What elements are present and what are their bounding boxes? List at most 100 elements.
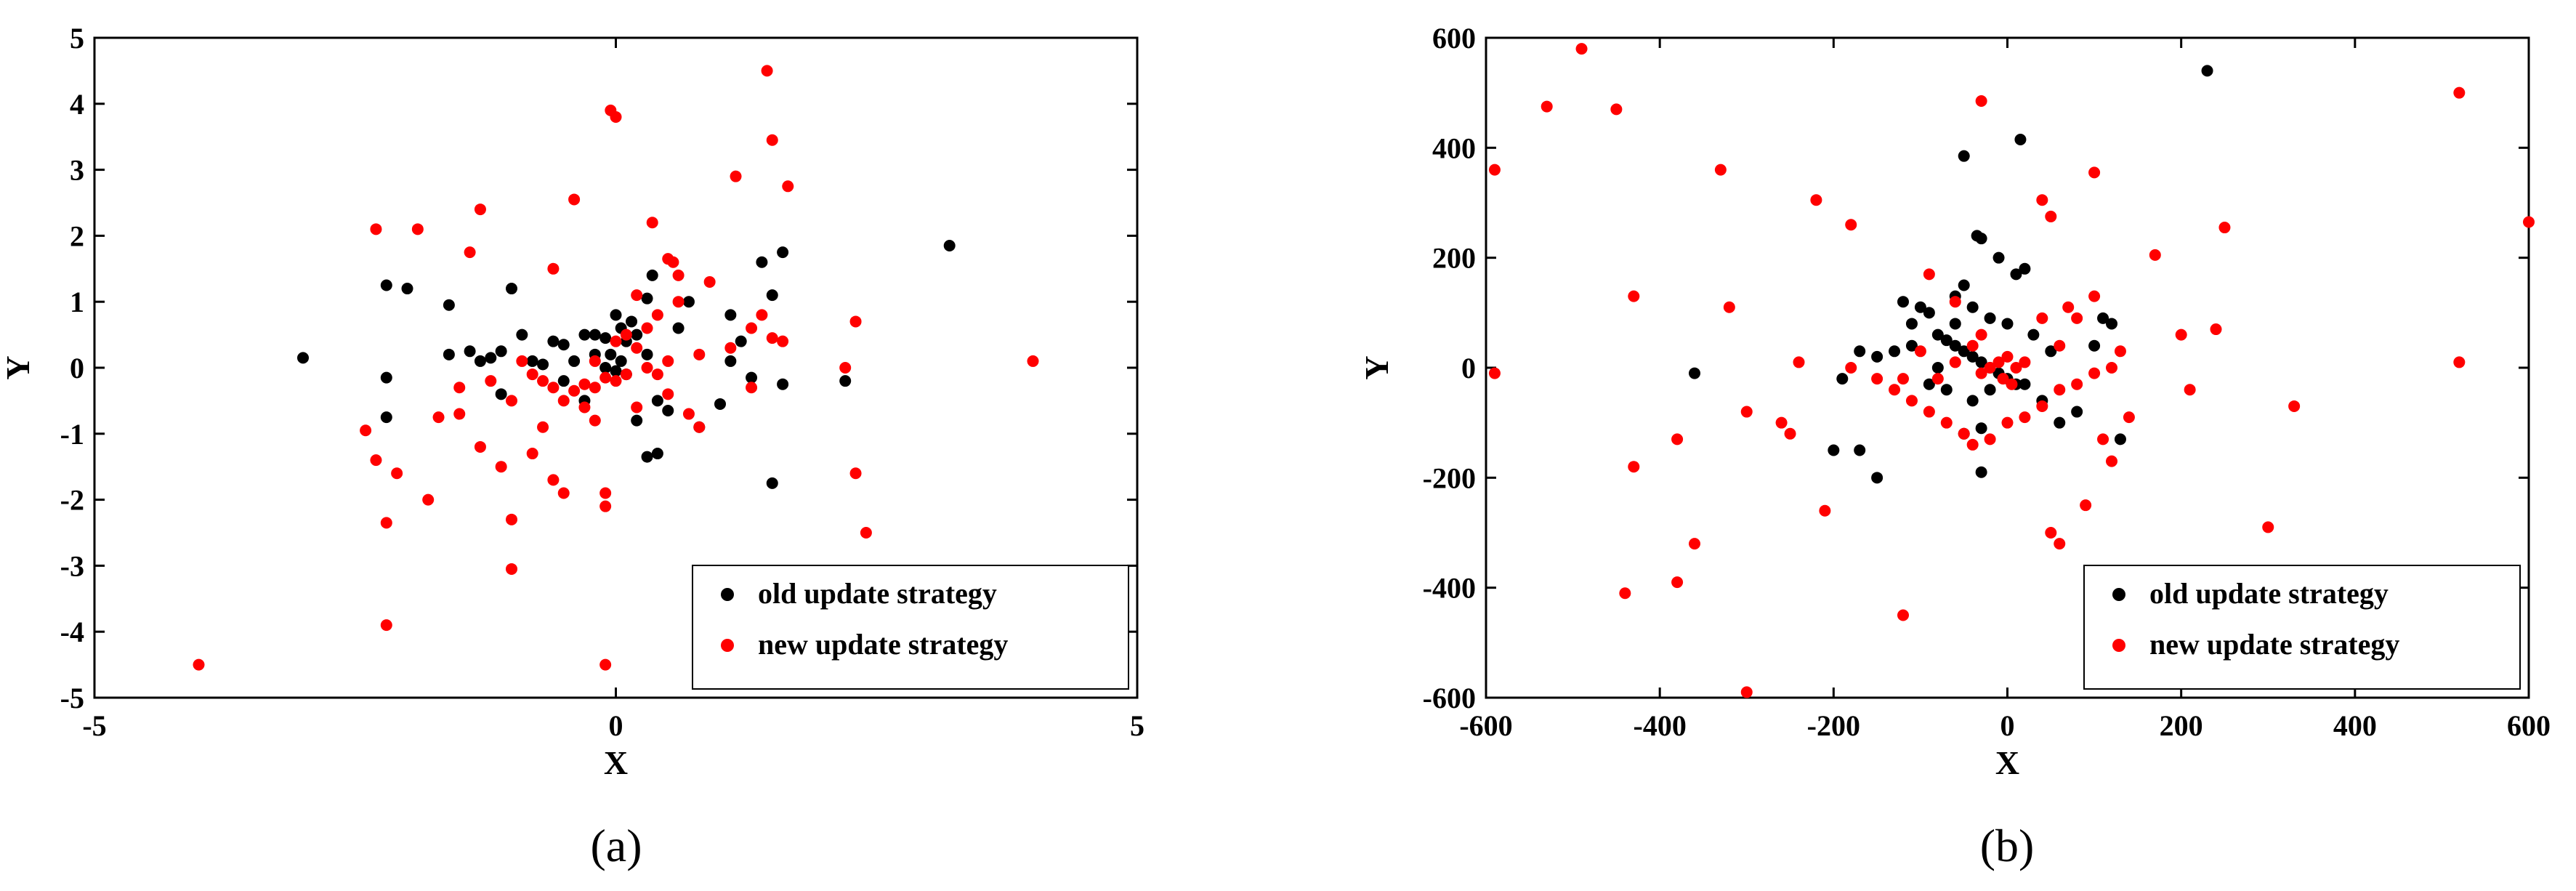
data-point — [2014, 133, 2027, 145]
data-point — [1923, 307, 1935, 319]
data-point — [495, 345, 507, 358]
legend-marker — [721, 639, 734, 652]
data-point — [557, 487, 570, 499]
data-point — [464, 246, 476, 259]
data-point — [646, 217, 658, 229]
data-point — [1793, 356, 1805, 368]
data-point — [2054, 538, 2066, 550]
data-point — [746, 371, 758, 384]
data-point — [703, 275, 716, 288]
data-point — [1740, 406, 1753, 418]
data-point — [2071, 406, 2083, 418]
data-point — [2001, 318, 2014, 330]
data-point — [1897, 609, 1909, 621]
data-point — [1923, 406, 1935, 418]
series-new-update-strategy — [1488, 43, 2535, 698]
y-tick-label: -600 — [1423, 682, 1476, 714]
data-point — [557, 375, 570, 387]
data-point — [1619, 587, 1631, 600]
data-point — [610, 309, 622, 321]
data-point — [1966, 301, 1979, 313]
data-point — [516, 328, 528, 341]
panel-caption: (b) — [1980, 820, 2035, 871]
data-point — [1671, 576, 1684, 589]
data-point — [1845, 219, 1857, 231]
data-point — [2288, 400, 2301, 412]
data-point — [526, 368, 538, 381]
data-point — [526, 355, 538, 367]
data-point — [2045, 210, 2057, 222]
data-point — [1671, 433, 1684, 445]
data-point — [1966, 339, 1979, 352]
data-point — [631, 401, 643, 414]
y-tick-label: -1 — [60, 418, 84, 451]
data-point — [443, 348, 455, 360]
data-point — [605, 348, 617, 360]
y-tick-label: -2 — [60, 484, 84, 517]
data-point — [631, 342, 643, 354]
y-tick-label: 1 — [70, 286, 84, 318]
data-point — [2019, 411, 2031, 424]
data-point — [839, 362, 852, 374]
data-point — [2114, 345, 2126, 358]
panel-b-scatter-plot: -600 -400 -200 0 200 400 600 600 400 200 0 -200 -400… — [1358, 22, 2551, 871]
data-point — [1488, 164, 1501, 176]
y-tick-label: 5 — [70, 22, 84, 55]
data-point — [610, 110, 622, 123]
data-point — [2036, 194, 2048, 206]
data-point — [631, 328, 643, 341]
data-point — [589, 355, 601, 367]
data-point — [578, 378, 591, 390]
x-tick-label: 600 — [2507, 709, 2551, 742]
data-point — [1897, 373, 1909, 385]
data-point — [1984, 312, 1996, 324]
y-tick-label: 4 — [70, 88, 84, 121]
data-point — [615, 355, 627, 367]
data-point — [735, 335, 747, 347]
data-point — [1854, 444, 1866, 456]
data-point — [1854, 345, 1866, 358]
legend: old update strategy new update strategy — [692, 565, 1129, 690]
data-point — [2045, 527, 2057, 539]
data-point — [849, 467, 862, 480]
data-point — [506, 563, 517, 575]
data-point — [610, 365, 622, 377]
data-point — [568, 384, 581, 397]
data-point — [2019, 262, 2031, 275]
legend-marker — [2112, 588, 2125, 601]
data-point — [1975, 328, 1987, 341]
data-point — [1923, 378, 1935, 390]
data-point — [2080, 499, 2092, 512]
data-point — [516, 355, 528, 367]
data-point — [506, 395, 517, 407]
data-point — [2097, 312, 2109, 324]
data-point — [526, 448, 538, 460]
data-point — [1997, 373, 2009, 385]
data-point — [766, 332, 778, 344]
y-tick-label: 200 — [1432, 242, 1476, 275]
data-point — [589, 414, 601, 427]
data-point — [1984, 362, 1996, 374]
data-point — [1975, 356, 1987, 368]
data-point — [777, 335, 789, 347]
y-axis-label: Y — [1358, 355, 1395, 379]
data-point — [578, 328, 591, 341]
data-point — [2453, 356, 2466, 368]
data-point — [746, 322, 758, 334]
data-point — [1889, 345, 1901, 358]
data-point — [2036, 400, 2048, 412]
x-axis-label: X — [604, 744, 628, 781]
data-point — [1958, 427, 1970, 440]
data-point — [1984, 384, 1996, 396]
x-tick-label: 0 — [2000, 709, 2015, 742]
data-point — [2019, 356, 2031, 368]
data-point — [667, 256, 679, 268]
panel-caption: (a) — [590, 820, 642, 871]
x-axis-label: X — [1995, 744, 2019, 781]
data-point — [724, 309, 737, 321]
data-point — [1905, 395, 1918, 407]
data-point — [568, 193, 581, 206]
x-tick-label: -5 — [82, 709, 106, 742]
data-point — [1897, 296, 1909, 308]
data-point — [2027, 328, 2040, 341]
